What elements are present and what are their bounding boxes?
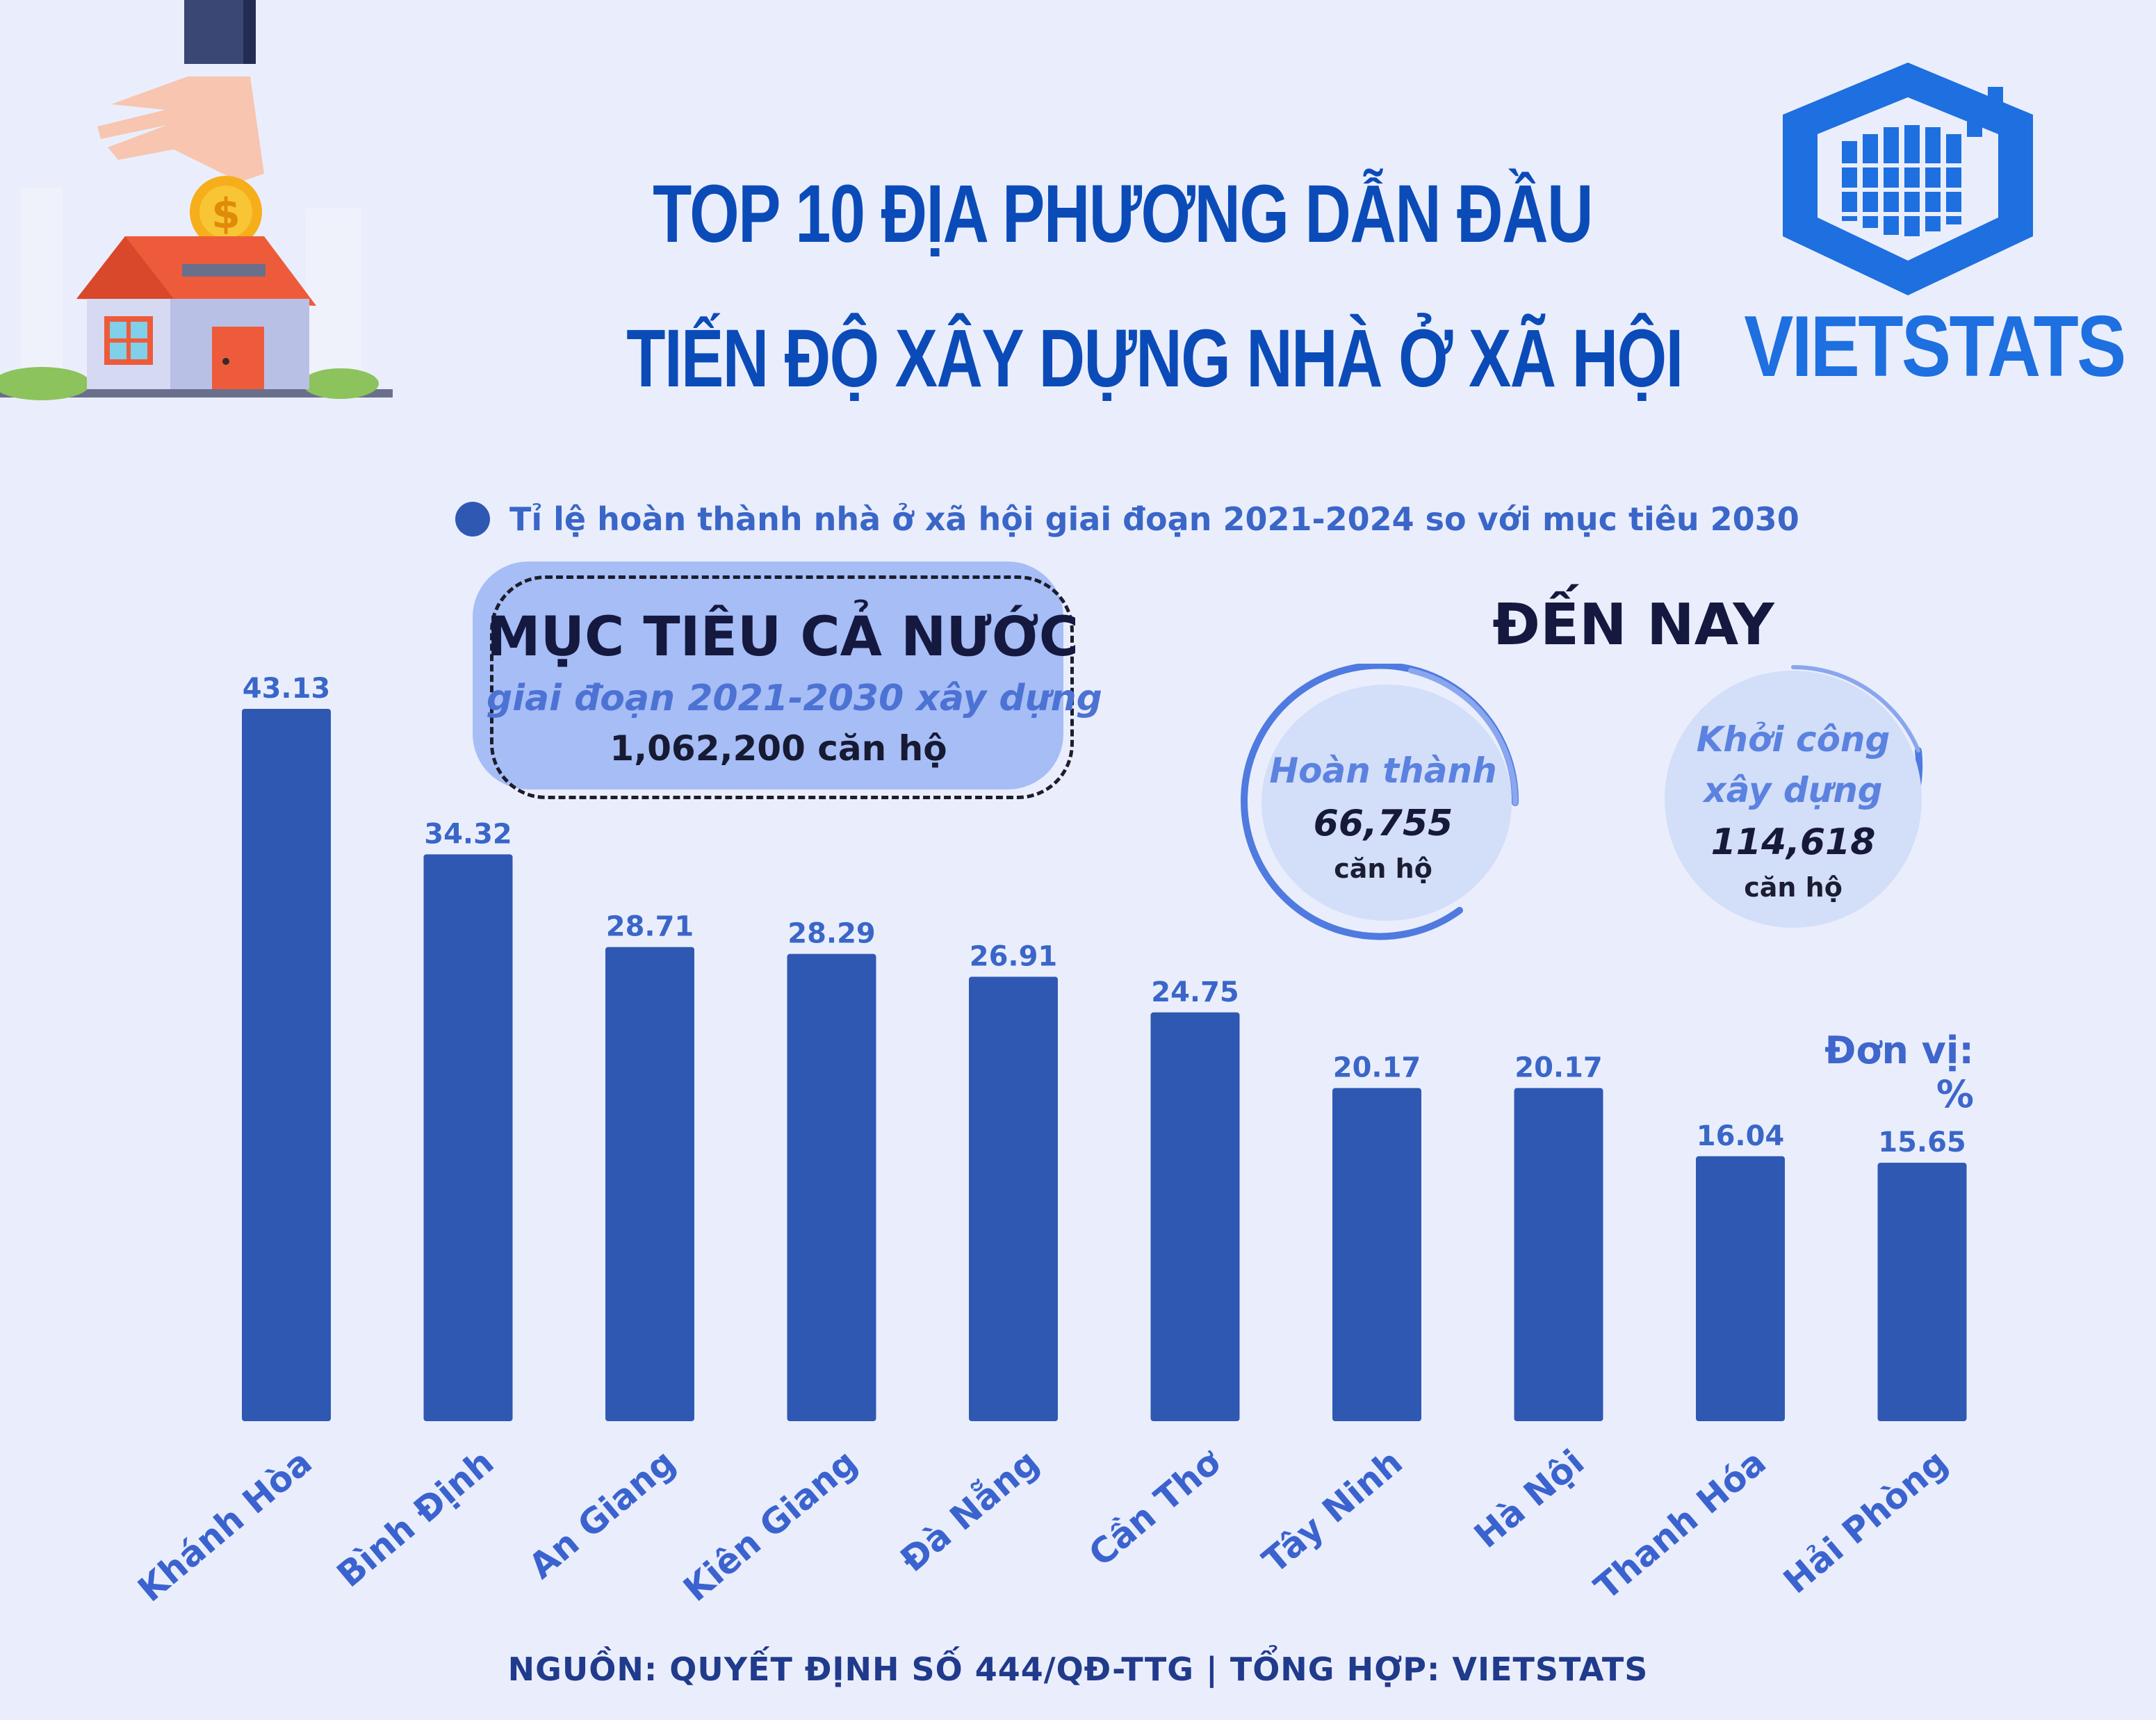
category-label-8: Thanh Hóa: [1587, 1442, 1774, 1608]
category-label-4: Đà Nẵng: [893, 1442, 1047, 1580]
bar-7: [1514, 1088, 1603, 1421]
value-label-4: 26.91: [970, 940, 1058, 972]
vietstats-logo-icon: [1783, 63, 2033, 295]
target-box: [473, 562, 1063, 789]
value-label-3: 28.29: [787, 918, 876, 950]
value-label-0: 43.13: [243, 673, 331, 705]
target-value: 1,062,200 căn hộ: [610, 728, 947, 769]
legend-swatch: [455, 502, 490, 537]
value-label-1: 34.32: [424, 818, 512, 850]
category-label-6: Tây Ninh: [1255, 1442, 1410, 1581]
bar-0: [242, 709, 331, 1421]
value-label-9: 15.65: [1878, 1127, 1966, 1158]
started-value: 114,618: [1710, 821, 1876, 863]
target-box-dashed-border: [490, 575, 1074, 799]
completed-ring-icon: [1241, 664, 1519, 940]
category-label-9: Hải Phòng: [1776, 1442, 1955, 1602]
house-coin-illustration: $: [0, 0, 393, 400]
completed-circle: [1261, 685, 1512, 921]
category-label-1: Bình Định: [329, 1442, 501, 1596]
source-note: NGUỒN: QUYẾT ĐỊNH SỐ 444/QĐ-TTG | TỔNG H…: [507, 1651, 1649, 1688]
chart-title-line2: TIẾN ĐỘ XÂY DỰNG NHÀ Ở XÃ HỘI: [626, 313, 1683, 404]
target-heading: MỤC TIÊU CẢ NƯỚC: [487, 606, 1079, 669]
category-label-0: Khánh Hòa: [131, 1442, 320, 1610]
bar-4: [969, 976, 1058, 1421]
bar-5: [1150, 1012, 1240, 1421]
value-label-6: 20.17: [1333, 1052, 1421, 1084]
started-label-line1: Khởi công: [1696, 719, 1890, 760]
brand-name: VIETSTATS: [1744, 299, 2126, 395]
started-label-line2: xây dựng: [1704, 770, 1883, 810]
completed-label: Hoàn thành: [1269, 751, 1497, 791]
category-label-5: Cần Thơ: [1081, 1441, 1230, 1575]
value-label-7: 20.17: [1514, 1052, 1603, 1084]
completed-unit: căn hộ: [1334, 853, 1432, 884]
started-circle: [1665, 671, 1922, 928]
category-label-7: Hà Nội: [1467, 1442, 1592, 1556]
category-label-3: Kiên Giang: [676, 1442, 865, 1610]
completed-value: 66,755: [1313, 803, 1453, 844]
legend: Tỉ lệ hoàn thành nhà ở xã hội giai đoạn …: [455, 500, 1799, 538]
bar-9: [1877, 1163, 1967, 1421]
target-subheading: giai đoạn 2021-2030 xây dựng: [487, 678, 1102, 719]
value-label-5: 24.75: [1151, 976, 1239, 1008]
bar-8: [1696, 1156, 1785, 1421]
legend-label: Tỉ lệ hoàn thành nhà ở xã hội giai đoạn …: [509, 500, 1799, 538]
value-label-8: 16.04: [1697, 1120, 1785, 1152]
started-unit: căn hộ: [1744, 872, 1843, 903]
bar-1: [423, 854, 513, 1421]
progress-heading: ĐẾN NAY: [1492, 592, 1774, 658]
bar-2: [605, 947, 694, 1421]
svg-text:$: $: [211, 190, 240, 238]
category-label-2: An Giang: [521, 1442, 683, 1587]
unit-note: Đơn vị: %: [1824, 1029, 1974, 1116]
value-label-2: 28.71: [606, 911, 694, 943]
bar-3: [787, 953, 876, 1421]
chart-title-line1: TOP 10 ĐỊA PHƯƠNG DẪN ĐẦU: [653, 168, 1593, 260]
bar-6: [1332, 1088, 1421, 1421]
